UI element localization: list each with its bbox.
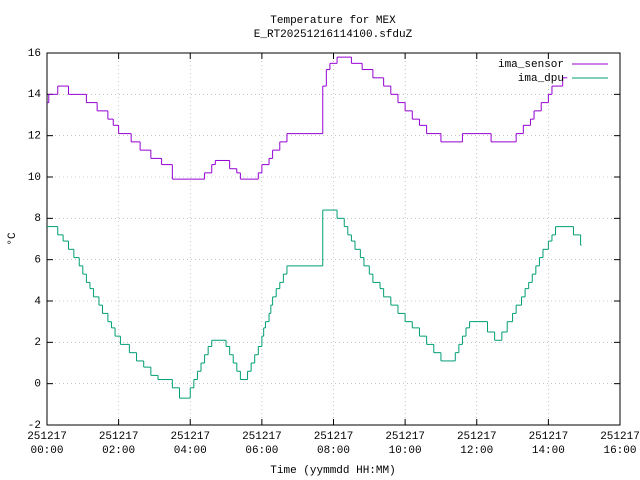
- y-tick-label: -2: [28, 420, 41, 432]
- y-tick-label: 4: [34, 296, 41, 308]
- x-tick-label: 251217 04:00: [170, 431, 211, 457]
- chart-subtitle: E_RT20251216114100.sfduZ: [254, 29, 413, 41]
- chart-title: Temperature for MEX: [270, 15, 396, 27]
- y-axis-label: °C: [7, 232, 19, 246]
- y-tick-label: 14: [28, 89, 42, 101]
- x-tick-label: 251217 10:00: [385, 431, 425, 457]
- x-tick-label: 251217 02:00: [98, 431, 139, 457]
- x-tick-label: 251217 12:00: [456, 431, 497, 457]
- y-tick-label: 12: [28, 131, 41, 143]
- legend-label: ima_dpu: [518, 73, 564, 85]
- x-tick-label: 251217 08:00: [313, 431, 354, 457]
- legend-label: ima_sensor: [498, 59, 564, 71]
- y-tick-label: 10: [28, 172, 41, 184]
- x-tick-label: 251217 14:00: [528, 431, 569, 457]
- y-tick-label: 6: [34, 255, 41, 267]
- x-tick-label: 251217 16:00: [600, 431, 640, 457]
- plot-border: [46, 52, 621, 426]
- y-tick-label: 2: [34, 337, 41, 349]
- y-tick-label: 8: [34, 213, 41, 225]
- x-tick-label: 251217 00:00: [27, 431, 67, 457]
- x-axis-label: Time (yymmdd HH:MM): [270, 465, 395, 477]
- y-tick-label: 0: [34, 379, 41, 391]
- x-tick-label: 251217 06:00: [242, 431, 282, 457]
- y-tick-label: 16: [28, 48, 41, 60]
